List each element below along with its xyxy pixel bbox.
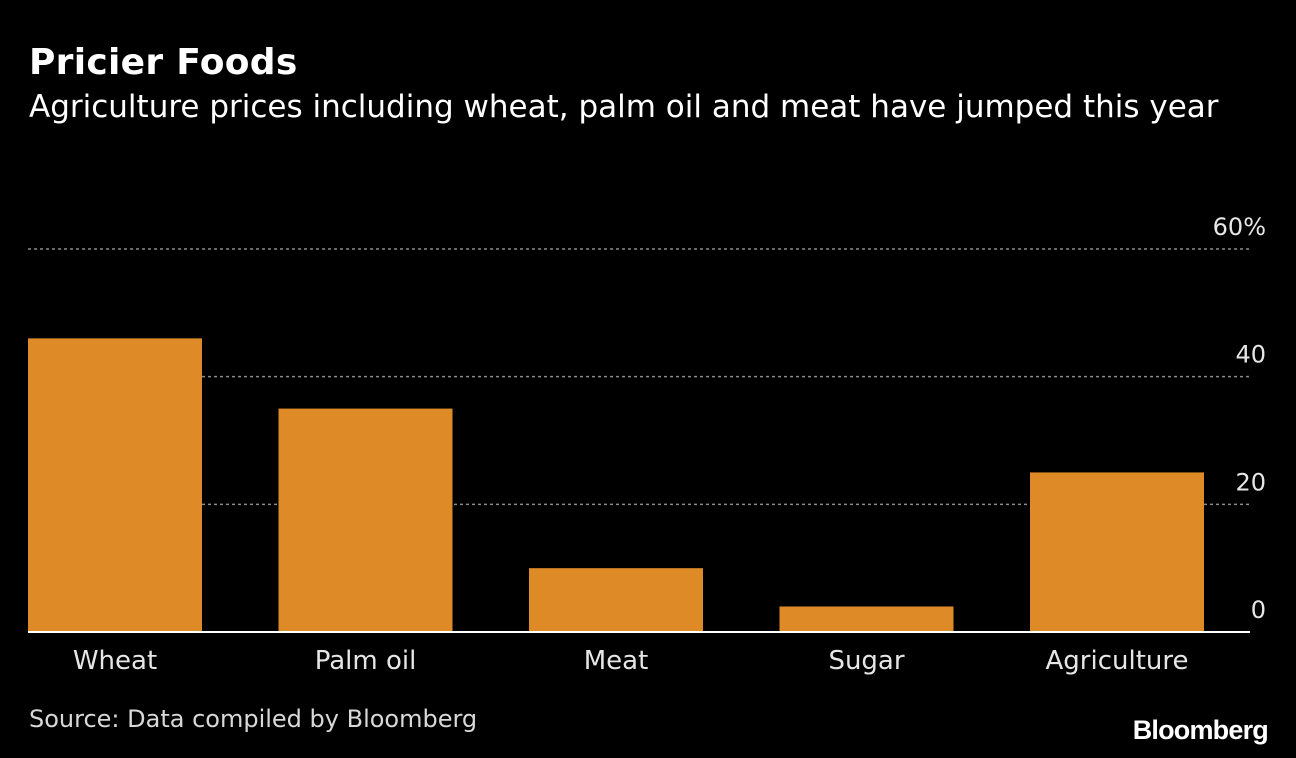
chart-subtitle: Agriculture prices including wheat, palm… [29, 89, 1219, 125]
x-tick-label: Palm oil [315, 646, 417, 676]
x-tick-label: Wheat [73, 646, 157, 676]
bar-sugar [779, 606, 954, 632]
y-tick-label: 0 [1251, 596, 1266, 624]
source-note: Source: Data compiled by Bloomberg [29, 705, 478, 733]
y-tick-label: 20 [1235, 468, 1266, 496]
bar-meat [529, 568, 703, 632]
x-tick-label: Sugar [828, 646, 904, 676]
y-tick-label: 40 [1235, 341, 1266, 369]
bar-palm-oil [278, 408, 453, 632]
bloomberg-logo: Bloomberg [1132, 715, 1269, 745]
chart-title: Pricier Foods [29, 42, 298, 83]
x-tick-label: Meat [584, 646, 649, 676]
bar-agriculture [1030, 472, 1204, 632]
bar-chart: 0 20 40 60% Wheat Palm oil Meat Sugar Agricultur… [28, 213, 1266, 676]
y-tick-label: 60% [1213, 213, 1266, 241]
x-tick-label: Agriculture [1046, 646, 1189, 676]
bar-wheat [28, 338, 202, 632]
